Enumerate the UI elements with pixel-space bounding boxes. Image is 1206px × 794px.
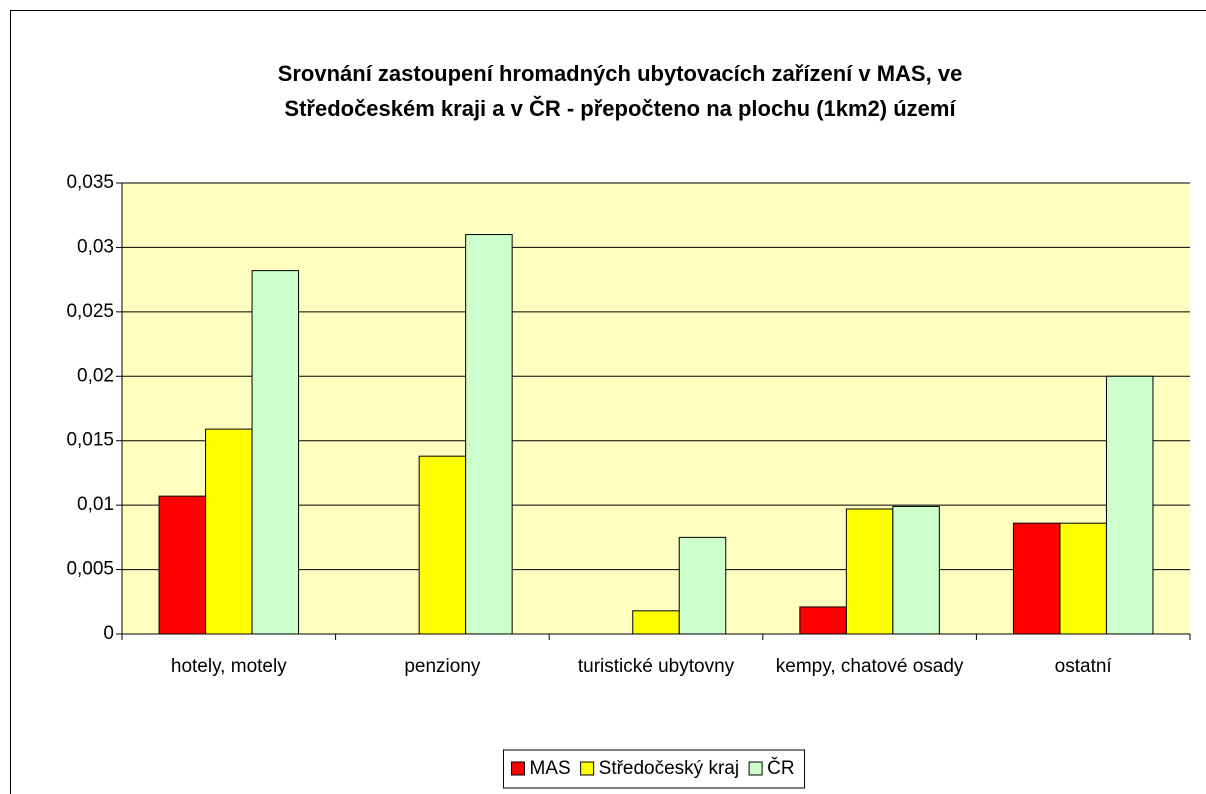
legend-swatch	[510, 761, 525, 776]
bar	[158, 495, 207, 635]
bar	[418, 455, 467, 635]
bar	[1012, 522, 1061, 635]
y-tick-label: 0,035	[66, 172, 114, 193]
y-tick-label: 0,02	[77, 365, 114, 386]
y-tick-label: 0,005	[66, 559, 114, 580]
bar	[632, 610, 680, 635]
bar	[1059, 522, 1107, 635]
bar	[465, 234, 513, 635]
x-tick-label: kempy, chatové osady	[775, 656, 964, 677]
bar	[205, 428, 253, 635]
bar	[678, 536, 727, 635]
bar	[1105, 375, 1154, 635]
bar	[251, 270, 300, 635]
bar	[799, 606, 847, 635]
bar	[892, 505, 940, 635]
legend-label: MAS	[529, 758, 570, 779]
plot-area	[122, 183, 1190, 634]
chart-title: Středočeském kraji a v ČR - přepočteno n…	[284, 96, 956, 121]
legend-label: Středočeský kraj	[599, 758, 739, 779]
y-tick-label: 0,015	[66, 430, 114, 451]
x-tick-label: penziony	[404, 656, 481, 677]
x-tick-label: hotely, motely	[170, 656, 287, 677]
legend-swatch	[748, 761, 763, 776]
bar	[845, 508, 894, 635]
y-tick-label: 0,01	[77, 494, 114, 515]
y-tick-label: 0,025	[66, 301, 114, 322]
chart-title: Srovnání zastoupení hromadných ubytovací…	[278, 61, 963, 86]
legend-label: ČR	[767, 757, 794, 779]
x-tick-label: ostatní	[1054, 656, 1112, 677]
y-tick-label: 0	[103, 623, 114, 644]
legend-swatch	[580, 761, 595, 776]
x-tick-label: turistické ubytovny	[577, 656, 735, 677]
y-tick-label: 0,03	[77, 236, 114, 257]
